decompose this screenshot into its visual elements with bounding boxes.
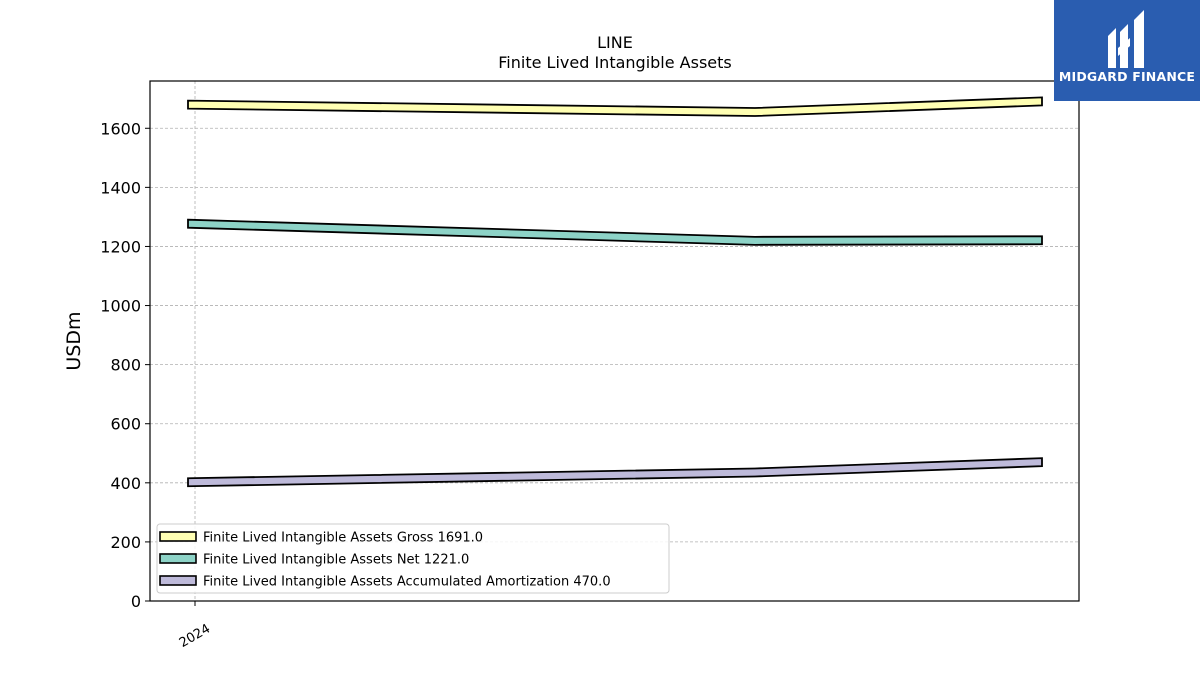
- midgard-logo-icon: [1108, 10, 1144, 68]
- y-tick-label: 600: [110, 415, 141, 434]
- chart-title: LINE: [597, 33, 633, 52]
- y-tick-label: 1400: [100, 178, 141, 197]
- legend-swatch: [159, 553, 197, 564]
- midgard-finance-logo: MIDGARD FINANCE: [1054, 0, 1200, 101]
- x-tick-label: 2024: [177, 621, 213, 651]
- chart-subtitle: Finite Lived Intangible Assets: [498, 53, 732, 72]
- legend-label: Finite Lived Intangible Assets Accumulat…: [203, 575, 611, 590]
- legend-swatch: [159, 575, 197, 586]
- series-line-2: [187, 218, 1043, 246]
- legend-label: Finite Lived Intangible Assets Gross 169…: [203, 531, 483, 546]
- y-tick-label: 800: [110, 356, 141, 375]
- y-tick-label: 1000: [100, 297, 141, 316]
- plot-frame: [149, 80, 1080, 602]
- y-tick-label: 1200: [100, 237, 141, 256]
- y-axis-label: USDm: [63, 311, 85, 370]
- y-tick-label: 200: [110, 533, 141, 552]
- logo-text: MIDGARD FINANCE: [1058, 69, 1196, 84]
- y-tick-label: 1600: [100, 119, 141, 138]
- legend-box: [156, 523, 670, 594]
- y-tick-label: 0: [131, 592, 141, 611]
- series-line-1: [187, 96, 1043, 117]
- legend-label: Finite Lived Intangible Assets Net 1221.…: [203, 553, 469, 568]
- y-tick-label: 400: [110, 474, 141, 493]
- legend-swatch: [159, 531, 197, 542]
- series-line-3: [187, 457, 1043, 488]
